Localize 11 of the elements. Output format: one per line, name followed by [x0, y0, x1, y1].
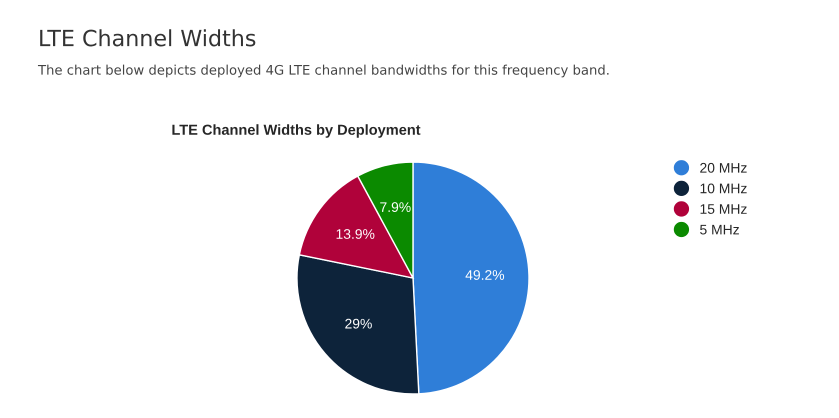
chart-title: LTE Channel Widths by Deployment: [172, 124, 420, 138]
text: The chart below depicts deployed 4G LTE channel bandwidths for this frequency band.: [38, 64, 608, 78]
legend-label: 10 MHz: [700, 184, 747, 194]
data-label: 49.2%: [466, 270, 504, 280]
legend-label: 5 MHz: [700, 224, 739, 235]
text: LTE Channel Widths: [40, 29, 256, 46]
data-label: 13.9%: [336, 229, 374, 239]
data-label: 29%: [345, 318, 372, 329]
legend-label: 20 MHz: [700, 162, 747, 173]
legend-label: 15 MHz: [700, 204, 747, 214]
data-label: 7.9%: [380, 202, 411, 212]
